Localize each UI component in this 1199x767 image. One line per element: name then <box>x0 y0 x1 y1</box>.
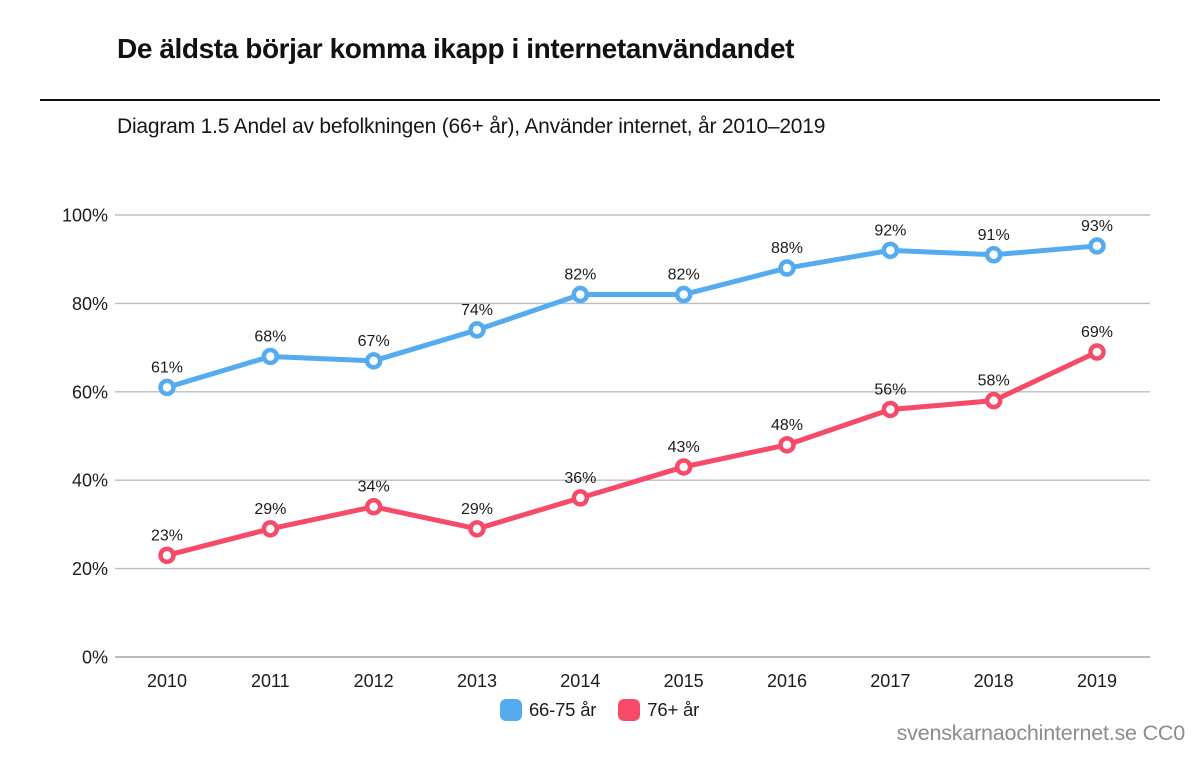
data-point-label: 48% <box>771 417 803 434</box>
page-title: De äldsta börjar komma ikapp i interneta… <box>117 33 795 64</box>
y-tick-label: 100% <box>62 206 108 226</box>
data-point-label: 88% <box>771 240 803 257</box>
data-point-marker <box>571 285 590 304</box>
data-point-marker <box>674 458 693 476</box>
x-tick-label: 2014 <box>560 671 600 691</box>
data-point-label: 58% <box>978 373 1010 390</box>
data-point-marker <box>1088 343 1106 361</box>
data-point-label: 69% <box>1081 324 1113 341</box>
data-point-marker <box>674 285 693 304</box>
series-line-66-75-år <box>164 243 1100 390</box>
data-point-label: 43% <box>668 439 700 456</box>
series-line-76+-år <box>164 349 1100 558</box>
y-tick-label: 60% <box>72 382 108 402</box>
x-tick-label: 2013 <box>457 671 497 691</box>
data-point-label: 61% <box>151 359 183 376</box>
x-tick-label: 2016 <box>767 671 807 691</box>
legend-item: 66-75 år <box>499 699 597 721</box>
x-tick-label: 2015 <box>664 671 704 691</box>
data-point-marker <box>364 497 383 516</box>
data-point-label: 34% <box>358 479 390 496</box>
y-tick-label: 40% <box>72 471 108 491</box>
data-point-label: 56% <box>874 381 906 398</box>
data-point-label: 67% <box>358 333 390 350</box>
x-tick-label: 2010 <box>147 671 187 691</box>
legend-label: 66-75 år <box>528 699 597 720</box>
data-point-label: 92% <box>874 222 906 239</box>
data-point-marker <box>881 241 900 260</box>
source-watermark: svenskarnaochinternet.se CC0 <box>896 721 1186 745</box>
chart-legend: 66-75 år 76+ år <box>0 699 1199 721</box>
y-tick-label: 0% <box>82 648 108 668</box>
data-point-marker <box>778 259 796 277</box>
data-point-label: 82% <box>668 267 700 284</box>
x-tick-label: 2018 <box>974 671 1014 691</box>
data-point-label: 91% <box>978 227 1010 244</box>
x-tick-label: 2017 <box>870 671 910 691</box>
data-point-label: 68% <box>254 328 286 345</box>
data-point-label: 23% <box>151 527 183 544</box>
y-tick-label: 20% <box>72 559 108 579</box>
x-tick-label: 2012 <box>354 671 394 691</box>
data-point-label: 82% <box>564 267 596 284</box>
data-point-marker <box>468 321 486 339</box>
data-point-marker <box>261 520 280 538</box>
title-divider <box>40 99 1160 101</box>
legend-label: 76+ år <box>647 699 700 720</box>
data-point-marker <box>778 436 796 454</box>
data-point-marker <box>364 352 383 370</box>
data-point-marker <box>984 391 1003 410</box>
x-tick-label: 2019 <box>1077 671 1117 691</box>
data-point-marker <box>468 520 486 538</box>
chart-subtitle: Diagram 1.5 Andel av befolkningen (66+ å… <box>117 115 826 138</box>
data-point-label: 36% <box>564 470 596 487</box>
legend-swatch-icon <box>499 699 522 721</box>
x-tick-label: 2011 <box>251 671 290 691</box>
data-point-marker <box>158 378 176 397</box>
data-point-label: 29% <box>254 501 286 518</box>
data-point-marker <box>261 347 280 366</box>
data-point-marker <box>158 546 176 565</box>
data-point-marker <box>881 400 900 419</box>
legend-item: 76+ år <box>618 699 699 721</box>
data-point-marker <box>984 246 1003 264</box>
data-point-label: 93% <box>1081 218 1113 235</box>
data-point-label: 29% <box>461 501 493 518</box>
data-point-marker <box>571 489 590 507</box>
legend-swatch-icon <box>618 699 641 721</box>
y-tick-label: 80% <box>72 294 108 314</box>
data-point-label: 74% <box>461 302 493 319</box>
data-point-marker <box>1088 237 1106 255</box>
